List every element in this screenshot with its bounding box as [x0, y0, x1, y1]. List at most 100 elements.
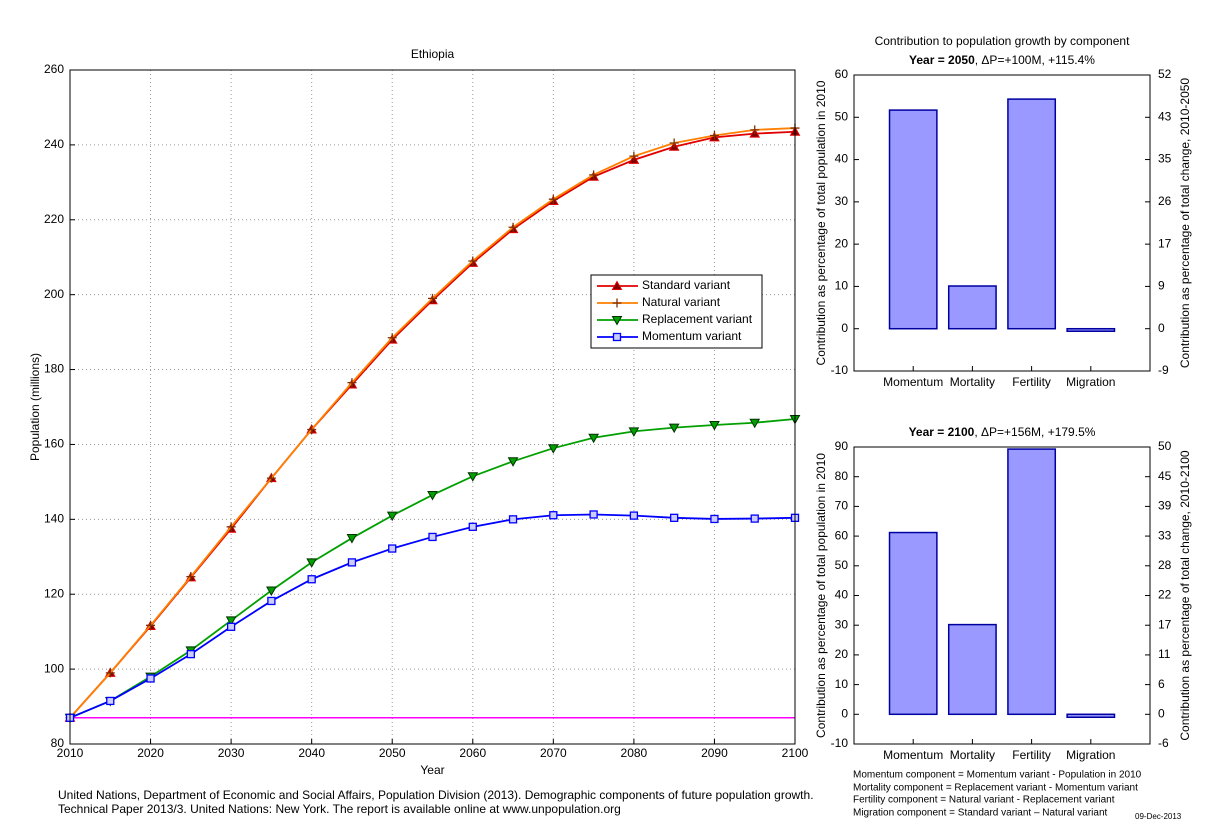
- legend-marker: [611, 280, 623, 290]
- x-tick-label: Fertility: [1012, 748, 1051, 762]
- subtitle-year: Year = 2100: [909, 425, 975, 439]
- y2-tick-label: 45: [1158, 469, 1172, 483]
- x-tick-label: 2050: [379, 746, 406, 760]
- subtitle-year: Year = 2050: [909, 53, 975, 67]
- marker: [146, 674, 155, 683]
- y-tick-label: 60: [835, 67, 849, 81]
- y2-tick-label: 35: [1158, 152, 1172, 166]
- marker: [547, 444, 559, 454]
- y-tick-label: 160: [44, 437, 64, 451]
- y2-tick-label: -9: [1158, 363, 1169, 377]
- y-tick-label: 0: [841, 706, 848, 720]
- marker: [669, 138, 679, 148]
- y2-tick-label: 17: [1158, 617, 1172, 631]
- y-tick-label: 60: [835, 528, 849, 542]
- y-tick-label: -10: [831, 736, 849, 750]
- marker: [387, 333, 397, 343]
- x-tick-label: 2020: [137, 746, 164, 760]
- y-tick-label: 40: [835, 588, 849, 602]
- marker: [266, 473, 276, 483]
- y-tick-label: 10: [835, 279, 849, 293]
- legend-label: Natural variant: [642, 295, 721, 309]
- y2-tick-label: 39: [1158, 499, 1172, 513]
- marker: [749, 418, 761, 429]
- axes-frame: [69, 69, 796, 745]
- citation: United Nations, Department of Economic a…: [58, 788, 814, 802]
- marker: [709, 420, 720, 431]
- marker: [628, 427, 640, 437]
- y-tick-label: 50: [835, 558, 849, 572]
- x-tick-label: Migration: [1066, 748, 1115, 762]
- subtitle-change: , ΔP=+156M, +179.5%: [974, 425, 1095, 439]
- marker: [668, 423, 680, 434]
- bar: [888, 531, 938, 716]
- y-tick-label: 10: [835, 677, 849, 691]
- x-tick-label: 2030: [218, 746, 245, 760]
- x-tick-label: 2080: [621, 746, 648, 760]
- y-tick-label: 20: [835, 236, 849, 250]
- bar: [1007, 98, 1057, 330]
- marker: [467, 472, 479, 482]
- marker: [186, 649, 195, 659]
- y2-tick-label: 26: [1158, 194, 1172, 208]
- marker: [549, 511, 558, 520]
- y-tick-label: 260: [44, 62, 64, 76]
- x-tick-label: Mortality: [950, 748, 995, 762]
- y-tick-label: 40: [835, 152, 849, 166]
- bar: [1066, 713, 1116, 719]
- marker: [347, 378, 357, 388]
- marker: [386, 511, 398, 522]
- marker: [468, 256, 478, 266]
- y2-tick-label: 22: [1158, 588, 1172, 602]
- y-tick-label: 200: [44, 287, 64, 301]
- marker: [710, 514, 719, 524]
- bar: [1007, 448, 1057, 716]
- bar: [947, 623, 997, 716]
- bar: [888, 109, 938, 330]
- date: 09-Dec-2013: [1135, 812, 1182, 821]
- citation: Technical Paper 2013/3. United Nations: …: [58, 802, 621, 816]
- x-tick-label: Momentum: [883, 748, 943, 762]
- marker: [388, 544, 397, 553]
- y-axis-label: Contribution as percentage of total popu…: [814, 80, 828, 365]
- marker: [106, 696, 115, 706]
- marker: [468, 522, 477, 531]
- y2-tick-label: 17: [1158, 236, 1172, 250]
- legend: Standard variant Natural variant Replaceme…: [590, 274, 763, 349]
- y2-tick-label: 6: [1158, 677, 1165, 691]
- x-tick-label: 2010: [57, 746, 84, 760]
- y-tick-label: 90: [835, 439, 849, 453]
- x-tick-label: 2040: [298, 746, 325, 760]
- y-tick-label: -10: [831, 363, 849, 377]
- note: Fertility component = Natural variant - …: [853, 795, 1115, 806]
- y-tick-label: 180: [44, 362, 64, 376]
- marker: [347, 558, 357, 567]
- chart-title: Contribution to population growth by com…: [875, 34, 1130, 48]
- subtitle: Year = 2100, ΔP=+156M, +179.5%: [909, 425, 1096, 439]
- marker: [588, 433, 599, 444]
- legend-marker: [612, 332, 622, 342]
- y2-tick-label: 43: [1158, 109, 1172, 123]
- plot-area: [70, 70, 795, 744]
- marker: [750, 125, 760, 135]
- marker: [266, 586, 277, 596]
- y2-tick-label: 0: [1158, 706, 1165, 720]
- y2-tick-label: 52: [1158, 67, 1172, 81]
- x-tick-label: Fertility: [1012, 375, 1051, 389]
- y-axis-label: Population (millions): [28, 353, 42, 461]
- y-tick-label: 220: [44, 212, 64, 226]
- x-axis-label: Year: [420, 763, 444, 777]
- y-tick-label: 30: [835, 194, 849, 208]
- marker: [709, 131, 719, 141]
- y2-tick-label: 11: [1158, 647, 1171, 661]
- y-tick-label: 240: [44, 137, 64, 151]
- marker: [267, 596, 276, 606]
- x-tick-label: Momentum: [883, 375, 943, 389]
- marker: [307, 575, 316, 584]
- marker: [428, 293, 437, 303]
- axes-frame: [853, 74, 1151, 372]
- bar: [1066, 327, 1116, 333]
- legend-label: Standard variant: [642, 278, 731, 292]
- marker: [629, 511, 639, 520]
- marker: [428, 532, 437, 542]
